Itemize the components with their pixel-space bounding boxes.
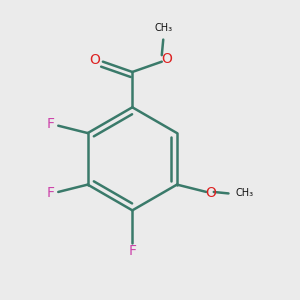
Text: CH₃: CH₃ (154, 23, 172, 33)
Text: F: F (128, 244, 136, 258)
Text: CH₃: CH₃ (236, 188, 254, 198)
Text: F: F (47, 117, 55, 131)
Text: O: O (89, 53, 100, 67)
Text: O: O (161, 52, 172, 66)
Text: F: F (47, 186, 55, 200)
Text: O: O (206, 186, 217, 200)
